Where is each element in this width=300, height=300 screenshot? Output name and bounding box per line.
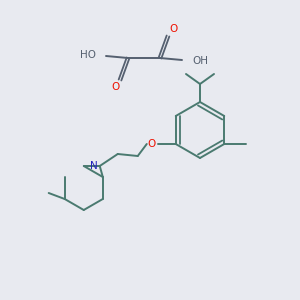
Text: OH: OH <box>192 56 208 66</box>
Text: HO: HO <box>80 50 96 60</box>
Text: O: O <box>148 139 156 149</box>
Text: N: N <box>90 161 98 171</box>
Text: O: O <box>169 24 177 34</box>
Text: O: O <box>111 82 119 92</box>
